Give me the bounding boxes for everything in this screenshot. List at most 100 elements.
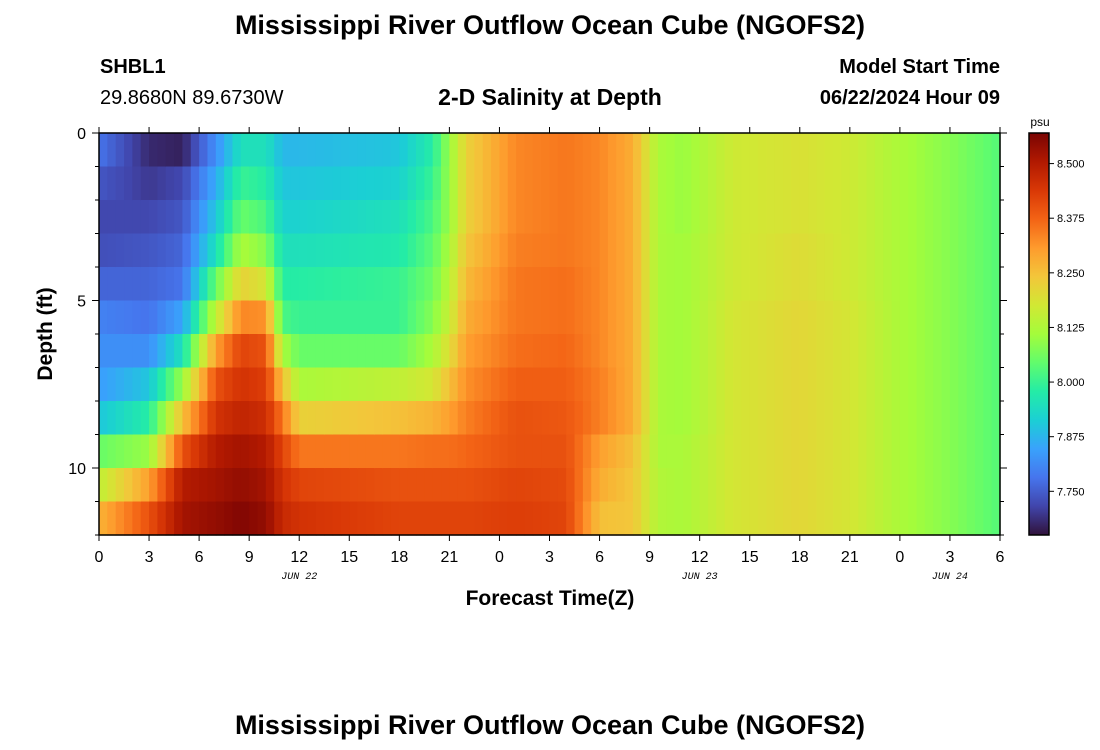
heatmap-cell xyxy=(157,267,167,302)
heatmap-cell xyxy=(416,401,425,436)
heatmap-cell xyxy=(124,166,133,201)
heatmap-cell xyxy=(499,200,509,235)
heatmap-cell xyxy=(833,133,843,168)
heatmap-cell xyxy=(416,166,425,201)
x-tick-label: 18 xyxy=(791,549,809,566)
heatmap-cell xyxy=(115,468,125,503)
heatmap-cell xyxy=(824,434,834,469)
heatmap-cell xyxy=(716,468,726,503)
heatmap-cell xyxy=(282,468,292,503)
heatmap-cell xyxy=(307,367,317,402)
heatmap-cell xyxy=(941,334,951,369)
heatmap-cell xyxy=(799,468,809,503)
heatmap-cell xyxy=(124,434,133,469)
heatmap-cell xyxy=(632,367,642,402)
heatmap-cell xyxy=(616,300,626,335)
heatmap-cell xyxy=(416,334,425,369)
heatmap-cell xyxy=(924,300,934,335)
heatmap-cell xyxy=(924,501,934,536)
heatmap-cell xyxy=(115,501,125,536)
heatmap-cell xyxy=(708,233,717,268)
heatmap-cell xyxy=(933,468,943,503)
heatmap-cell xyxy=(374,133,384,168)
heatmap-cell xyxy=(199,434,209,469)
heatmap-cell xyxy=(215,334,225,369)
heatmap-cell xyxy=(791,401,801,436)
heatmap-cell xyxy=(491,166,501,201)
heatmap-cell xyxy=(741,367,751,402)
heatmap-cell xyxy=(207,233,217,268)
heatmap-cell xyxy=(749,501,759,536)
heatmap-cell xyxy=(382,300,392,335)
heatmap-cell xyxy=(641,233,651,268)
heatmap-cell xyxy=(816,501,826,536)
heatmap-cell xyxy=(966,300,976,335)
heatmap-cell xyxy=(708,267,717,302)
heatmap-cell xyxy=(916,166,926,201)
heatmap-cell xyxy=(566,334,576,369)
heatmap-cell xyxy=(607,501,617,536)
heatmap-cell xyxy=(682,166,692,201)
heatmap-cell xyxy=(899,401,909,436)
heatmap-cell xyxy=(808,401,818,436)
x-tick-label: 0 xyxy=(895,549,904,566)
heatmap-cell xyxy=(390,233,400,268)
heatmap-cell xyxy=(924,334,934,369)
heatmap-cell xyxy=(507,200,517,235)
heatmap-cell xyxy=(466,334,476,369)
heatmap-cell xyxy=(666,200,676,235)
heatmap-cell xyxy=(357,501,367,536)
heatmap-cell xyxy=(249,166,259,201)
heatmap-cell xyxy=(641,434,651,469)
heatmap-cell xyxy=(424,434,434,469)
heatmap-cell xyxy=(733,267,742,302)
heatmap-cell xyxy=(390,334,400,369)
heatmap-cell xyxy=(157,300,167,335)
heatmap-cell xyxy=(582,133,592,168)
heatmap-cell xyxy=(991,434,1001,469)
heatmap-cell xyxy=(374,501,384,536)
heatmap-cell xyxy=(541,468,551,503)
heatmap-cell xyxy=(407,501,417,536)
heatmap-cell xyxy=(924,267,934,302)
heatmap-cell xyxy=(274,334,284,369)
heatmap-cell xyxy=(491,367,501,402)
heatmap-cell xyxy=(516,267,526,302)
heatmap-cell xyxy=(315,166,325,201)
heatmap-cell xyxy=(849,267,859,302)
heatmap-cell xyxy=(624,468,634,503)
heatmap-cell xyxy=(165,501,175,536)
heatmap-cell xyxy=(299,233,309,268)
heatmap-cell xyxy=(507,367,517,402)
heatmap-cell xyxy=(733,501,742,536)
heatmap-cell xyxy=(374,401,384,436)
heatmap-cell xyxy=(307,434,317,469)
heatmap-cell xyxy=(599,233,609,268)
heatmap-cell xyxy=(716,334,726,369)
heatmap-cell xyxy=(457,434,467,469)
heatmap-cell xyxy=(582,267,592,302)
heatmap-cell xyxy=(708,166,717,201)
heatmap-cell xyxy=(390,367,400,402)
heatmap-cell xyxy=(165,367,175,402)
heatmap-cell xyxy=(624,300,634,335)
heatmap-cell xyxy=(966,468,976,503)
heatmap-cell xyxy=(315,267,325,302)
heatmap-cell xyxy=(174,367,184,402)
heatmap-cell xyxy=(566,367,576,402)
heatmap-cell xyxy=(541,200,551,235)
heatmap-cell xyxy=(682,434,692,469)
heatmap-cell xyxy=(157,166,167,201)
heatmap-cell xyxy=(916,267,926,302)
heatmap-cell xyxy=(833,233,843,268)
heatmap-cell xyxy=(691,200,701,235)
heatmap-cell xyxy=(574,367,584,402)
heatmap-cell xyxy=(482,267,492,302)
heatmap-cell xyxy=(941,200,951,235)
heatmap-cell xyxy=(674,166,684,201)
heatmap-cell xyxy=(240,133,250,168)
heatmap-cell xyxy=(282,267,292,302)
heatmap-cell xyxy=(699,300,709,335)
heatmap-cell xyxy=(641,468,651,503)
heatmap-cell xyxy=(741,267,751,302)
